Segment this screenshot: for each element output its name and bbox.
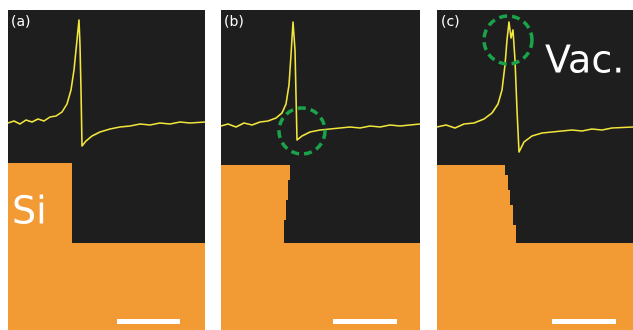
scale-bar xyxy=(117,319,180,324)
signal-trace xyxy=(7,19,206,147)
panel-label: (b) xyxy=(224,14,244,30)
highlight-ring xyxy=(277,106,327,156)
panel-label: (c) xyxy=(441,14,460,30)
panel-c: (c) Vac. xyxy=(436,10,633,330)
sample-region xyxy=(437,165,633,330)
vacuum-label: Vac. xyxy=(545,38,624,82)
material-label: Si xyxy=(12,189,47,233)
scale-bar xyxy=(552,319,616,324)
scale-bar xyxy=(333,319,397,324)
sample-region xyxy=(8,163,205,330)
highlight-ring xyxy=(482,14,534,66)
panel-b: (b) xyxy=(220,10,421,330)
signal-trace xyxy=(436,21,633,153)
sample-region xyxy=(221,165,420,330)
panel-label: (a) xyxy=(11,14,31,30)
signal-trace xyxy=(220,21,421,141)
panel-a: (a) Si xyxy=(7,10,206,330)
